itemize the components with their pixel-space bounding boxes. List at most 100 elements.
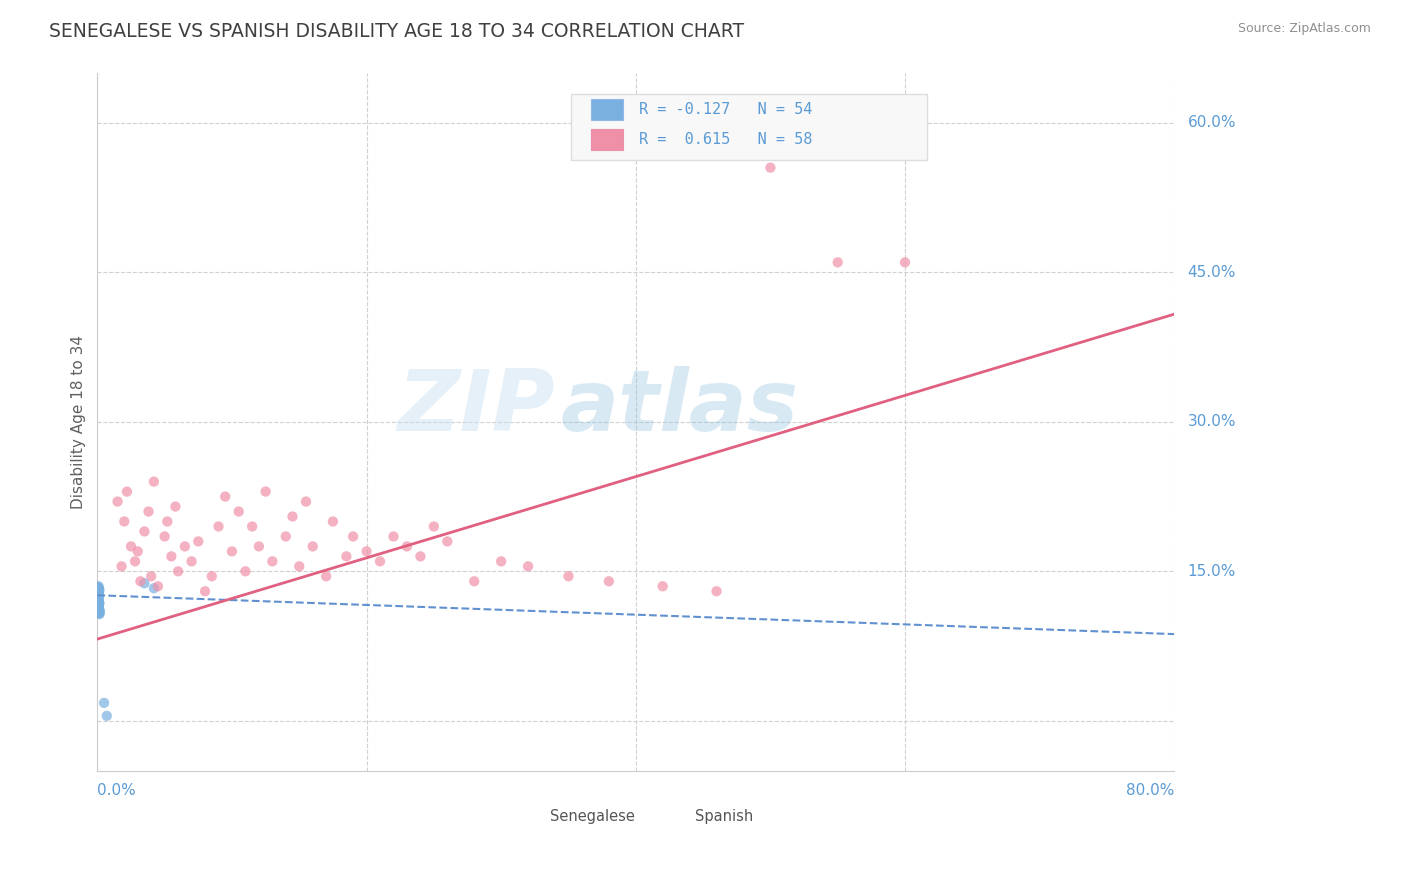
Point bbox=[87, 601, 110, 615]
Point bbox=[87, 580, 110, 594]
Text: R =  0.615   N = 58: R = 0.615 N = 58 bbox=[638, 132, 813, 147]
Text: 60.0%: 60.0% bbox=[1188, 115, 1236, 130]
Point bbox=[89, 607, 111, 622]
Point bbox=[87, 583, 110, 598]
Point bbox=[87, 581, 110, 595]
Point bbox=[187, 534, 209, 549]
Text: 30.0%: 30.0% bbox=[1188, 414, 1236, 429]
Point bbox=[295, 494, 318, 508]
Text: 45.0%: 45.0% bbox=[1188, 265, 1236, 280]
Point bbox=[87, 584, 110, 599]
Text: SENEGALESE VS SPANISH DISABILITY AGE 18 TO 34 CORRELATION CHART: SENEGALESE VS SPANISH DISABILITY AGE 18 … bbox=[49, 22, 744, 41]
Point bbox=[221, 544, 243, 558]
Point bbox=[89, 604, 111, 618]
Point bbox=[322, 515, 344, 529]
Point bbox=[124, 554, 146, 568]
Point bbox=[87, 599, 110, 614]
Point bbox=[87, 587, 110, 601]
Point bbox=[87, 597, 110, 611]
Point bbox=[129, 574, 152, 589]
Text: Senegalese: Senegalese bbox=[550, 809, 634, 824]
FancyBboxPatch shape bbox=[571, 94, 927, 161]
Point bbox=[315, 569, 337, 583]
Point bbox=[87, 606, 110, 620]
Point bbox=[436, 534, 458, 549]
Text: 0.0%: 0.0% bbox=[97, 782, 136, 797]
Point bbox=[146, 579, 169, 593]
Point bbox=[87, 582, 110, 597]
Point bbox=[87, 594, 110, 608]
Point bbox=[356, 544, 378, 558]
Point bbox=[517, 559, 540, 574]
Bar bbox=[523, 809, 547, 824]
Point bbox=[96, 709, 118, 723]
Point bbox=[894, 255, 917, 269]
Point bbox=[301, 540, 323, 554]
Point bbox=[180, 554, 202, 568]
Point bbox=[110, 559, 132, 574]
Point bbox=[598, 574, 620, 589]
Point bbox=[240, 519, 263, 533]
Point bbox=[165, 500, 187, 514]
Point bbox=[342, 529, 364, 543]
Point bbox=[87, 588, 110, 602]
Point bbox=[827, 255, 849, 269]
Bar bbox=[591, 99, 623, 120]
Point bbox=[87, 586, 110, 600]
Point bbox=[87, 581, 110, 595]
Point bbox=[120, 540, 142, 554]
Point bbox=[214, 490, 236, 504]
Point bbox=[87, 586, 110, 600]
Point bbox=[557, 569, 579, 583]
Point bbox=[87, 596, 110, 610]
Point bbox=[759, 161, 782, 175]
Point bbox=[87, 602, 110, 616]
Point bbox=[274, 529, 297, 543]
Point bbox=[134, 576, 156, 591]
Bar bbox=[668, 809, 692, 824]
Point bbox=[87, 591, 110, 605]
Point bbox=[87, 593, 110, 607]
Point bbox=[335, 549, 357, 564]
Point bbox=[142, 475, 165, 489]
Point bbox=[160, 549, 183, 564]
Text: atlas: atlas bbox=[561, 367, 799, 450]
Point bbox=[87, 588, 110, 602]
Point bbox=[87, 584, 110, 599]
Point bbox=[247, 540, 270, 554]
Bar bbox=[591, 128, 623, 150]
Point bbox=[207, 519, 229, 533]
Point bbox=[89, 596, 111, 610]
Point bbox=[142, 581, 165, 595]
Point bbox=[87, 599, 110, 614]
Point bbox=[153, 529, 176, 543]
Point bbox=[87, 587, 110, 601]
Point bbox=[89, 606, 111, 620]
Point bbox=[127, 544, 149, 558]
Point bbox=[87, 595, 110, 609]
Point bbox=[201, 569, 224, 583]
Text: 15.0%: 15.0% bbox=[1188, 564, 1236, 579]
Point bbox=[89, 582, 111, 597]
Point bbox=[87, 586, 110, 600]
Point bbox=[87, 583, 110, 598]
Point bbox=[87, 605, 110, 619]
Point bbox=[368, 554, 391, 568]
Point bbox=[87, 598, 110, 612]
Point bbox=[262, 554, 284, 568]
Point bbox=[87, 589, 110, 603]
Point bbox=[651, 579, 673, 593]
Point bbox=[235, 564, 257, 578]
Point bbox=[409, 549, 432, 564]
Point bbox=[423, 519, 446, 533]
Point bbox=[87, 585, 110, 599]
Point bbox=[281, 509, 304, 524]
Point bbox=[107, 494, 129, 508]
Point bbox=[395, 540, 418, 554]
Point bbox=[156, 515, 179, 529]
Point bbox=[87, 595, 110, 609]
Point bbox=[87, 586, 110, 600]
Point bbox=[228, 504, 250, 518]
Point bbox=[115, 484, 138, 499]
Point bbox=[89, 604, 111, 618]
